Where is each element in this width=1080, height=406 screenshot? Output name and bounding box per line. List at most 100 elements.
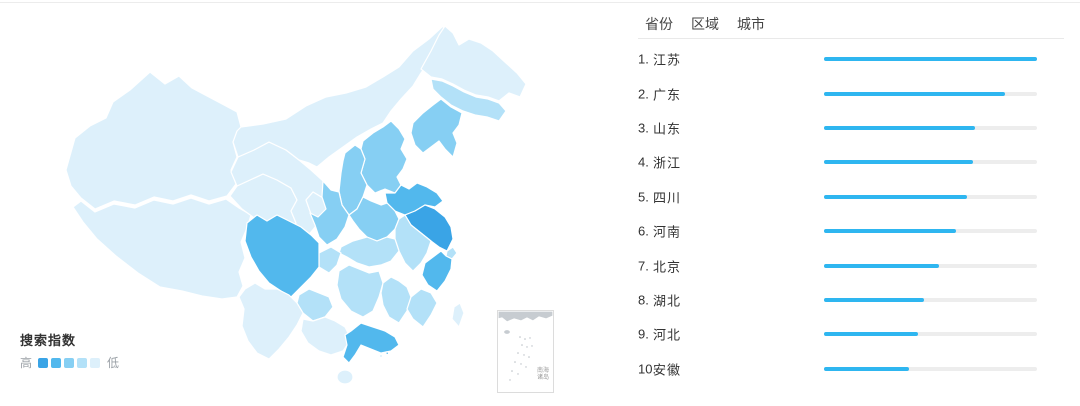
inset-island bbox=[502, 328, 512, 336]
province-chongqing[interactable] bbox=[318, 246, 342, 274]
province-guangdong[interactable] bbox=[342, 322, 400, 364]
province-hainan[interactable] bbox=[336, 369, 354, 385]
province-shandong[interactable] bbox=[384, 182, 444, 216]
row-bar-fill bbox=[824, 160, 974, 165]
row-rank: 4. bbox=[638, 154, 649, 170]
row-rank: 6. bbox=[638, 223, 649, 239]
province-xinjiang[interactable] bbox=[65, 71, 242, 210]
province-shaanxi[interactable] bbox=[309, 180, 350, 246]
legend-swatch bbox=[77, 357, 88, 368]
legend-swatch bbox=[51, 357, 62, 368]
ranking-list: 1. 江苏 2. 广东 3. 山东 4. 浙江 5. 四川 6. 河南 7. 北京 8. 湖北 9. 河北 10. 安… bbox=[638, 39, 1064, 386]
ranking-row: 5. 四川 bbox=[638, 180, 1064, 214]
province-hebei[interactable] bbox=[360, 120, 408, 194]
tab-1[interactable]: 区域 bbox=[691, 16, 719, 32]
row-rank: 10. bbox=[638, 361, 657, 377]
province-fujian[interactable] bbox=[406, 288, 438, 328]
legend-scale: 高 低 bbox=[20, 354, 119, 371]
tabs-divider bbox=[638, 38, 1064, 39]
top-divider bbox=[0, 2, 1080, 3]
row-bar-fill bbox=[824, 332, 918, 337]
ranking-row: 6. 河南 bbox=[638, 214, 1064, 248]
row-bar-fill bbox=[824, 297, 925, 302]
inset-island-dots bbox=[509, 336, 533, 381]
row-bar-track bbox=[824, 160, 1037, 165]
ranking-row: 7. 北京 bbox=[638, 248, 1064, 282]
tab-0[interactable]: 省份 bbox=[645, 16, 673, 32]
macau-dot bbox=[379, 354, 383, 358]
south-sea-inset-map bbox=[498, 311, 553, 381]
row-province-name: 四川 bbox=[653, 190, 682, 206]
ranking-row: 4. 浙江 bbox=[638, 145, 1064, 179]
tabs: 省份 区域 城市 bbox=[638, 0, 1064, 35]
inset-coastline bbox=[498, 311, 553, 323]
province-guizhou[interactable] bbox=[296, 288, 334, 322]
legend-swatches bbox=[32, 357, 101, 368]
ranking-row: 8. 湖北 bbox=[638, 283, 1064, 317]
hongkong-dot bbox=[385, 351, 390, 356]
province-shanghai[interactable] bbox=[445, 246, 458, 260]
row-bar-track bbox=[824, 57, 1037, 62]
row-bar-track bbox=[824, 366, 1037, 371]
row-bar-fill bbox=[824, 194, 967, 199]
row-province-name: 河南 bbox=[653, 224, 682, 240]
tab-2[interactable]: 城市 bbox=[737, 16, 765, 32]
legend-low-label: 低 bbox=[107, 356, 120, 370]
ranking-row: 3. 山东 bbox=[638, 111, 1064, 145]
south-sea-inset: 南海 诸岛 bbox=[497, 310, 554, 393]
row-bar-fill bbox=[824, 57, 1037, 62]
legend-high-label: 高 bbox=[20, 356, 33, 370]
row-province-name: 江苏 bbox=[653, 52, 682, 68]
province-yunnan[interactable] bbox=[238, 282, 304, 360]
china-map-svg bbox=[65, 25, 527, 385]
row-rank: 2. bbox=[638, 86, 649, 102]
row-rank: 7. bbox=[638, 258, 649, 274]
province-hunan[interactable] bbox=[336, 264, 384, 318]
province-jiangxi[interactable] bbox=[380, 276, 412, 324]
province-liaoning[interactable] bbox=[410, 98, 463, 158]
legend-title: 搜索指数 bbox=[20, 333, 77, 348]
province-neimenggu[interactable] bbox=[232, 25, 448, 168]
row-province-name: 浙江 bbox=[653, 155, 682, 171]
row-bar-fill bbox=[824, 263, 940, 268]
province-guangxi[interactable] bbox=[300, 316, 352, 356]
province-taiwan[interactable] bbox=[451, 302, 465, 328]
row-bar-fill bbox=[824, 366, 910, 371]
row-bar-track bbox=[824, 332, 1037, 337]
china-map: 搜索指数 高 低 南海 诸岛 bbox=[20, 25, 554, 393]
row-province-name: 广东 bbox=[653, 87, 682, 103]
row-bar-track bbox=[824, 91, 1037, 96]
province-zhejiang[interactable] bbox=[421, 250, 453, 292]
legend-swatch bbox=[38, 357, 49, 368]
row-province-name: 湖北 bbox=[653, 293, 682, 309]
row-rank: 8. bbox=[638, 292, 649, 308]
ranking-row: 10. 安徽 bbox=[638, 352, 1064, 386]
row-bar-fill bbox=[824, 229, 957, 234]
row-bar-track bbox=[824, 229, 1037, 234]
row-bar-track bbox=[824, 263, 1037, 268]
province-xizang[interactable] bbox=[72, 197, 252, 300]
ranking-row: 1. 江苏 bbox=[638, 42, 1064, 76]
inset-label: 南海 诸岛 bbox=[536, 368, 549, 381]
legend-swatch bbox=[90, 357, 101, 368]
row-bar-track bbox=[824, 125, 1037, 130]
row-rank: 1. bbox=[638, 51, 649, 67]
province-heilongjiang[interactable] bbox=[420, 25, 527, 102]
province-jilin[interactable] bbox=[430, 78, 507, 122]
province-sichuan[interactable] bbox=[244, 214, 320, 298]
row-rank: 9. bbox=[638, 326, 649, 342]
province-hubei[interactable] bbox=[338, 236, 400, 268]
province-gansu[interactable] bbox=[230, 141, 332, 245]
row-bar-fill bbox=[824, 91, 1006, 96]
ranking-panel: 省份 区域 城市 1. 江苏 2. 广东 3. 山东 4. 浙江 5. 四川 6. 河南 7. 北京 8. 湖北 9… bbox=[638, 0, 1064, 406]
row-bar-track bbox=[824, 194, 1037, 199]
row-rank: 3. bbox=[638, 120, 649, 136]
map-legend: 搜索指数 高 低 bbox=[20, 330, 119, 371]
row-province-name: 北京 bbox=[653, 259, 682, 275]
row-rank: 5. bbox=[638, 189, 649, 205]
row-bar-fill bbox=[824, 125, 976, 130]
ranking-row: 2. 广东 bbox=[638, 76, 1064, 110]
row-province-name: 山东 bbox=[653, 121, 682, 137]
row-province-name: 河北 bbox=[653, 327, 682, 343]
